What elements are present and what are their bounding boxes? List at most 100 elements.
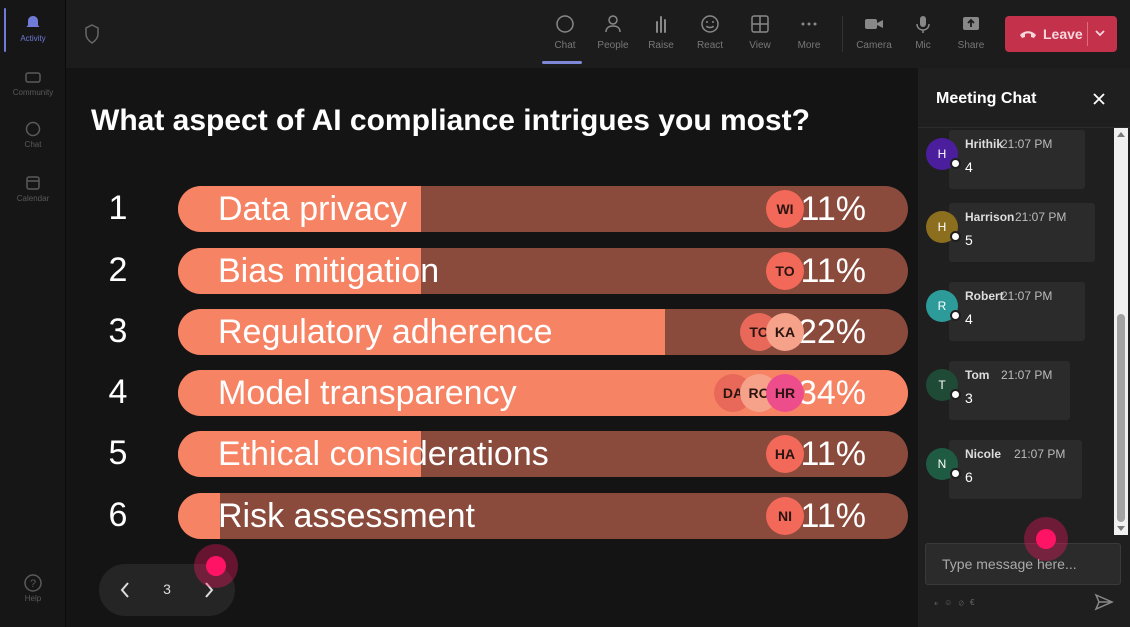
toolbar-divider: [842, 16, 843, 52]
toolbar-camera-button[interactable]: Camera: [851, 12, 897, 64]
toolbar-view-button[interactable]: View: [737, 12, 783, 64]
poll-question: What aspect of AI compliance intrigues y…: [91, 104, 810, 137]
message-time: 21:07 PM: [1001, 368, 1053, 382]
toolbar-react-button[interactable]: React: [687, 12, 733, 64]
smiley-icon: [698, 12, 722, 36]
voter-avatars: NI: [766, 497, 804, 535]
poll-option-row: 1 Data privacy WI 11%: [66, 186, 918, 232]
message-bubble: Hrithik 21:07 PM 4: [949, 130, 1085, 189]
option-number: 4: [108, 373, 128, 411]
voter-avatar: HR: [766, 374, 804, 412]
chat-message: Nicole 21:07 PM 6 N: [918, 440, 1118, 512]
option-bar-track: Model transparency DA RO HR 34%: [178, 370, 908, 416]
rail-item-chat[interactable]: Chat: [0, 118, 66, 149]
toolbar-label: Camera: [856, 40, 892, 51]
scroll-up-arrow-icon[interactable]: [1117, 132, 1125, 137]
rail-item-calendar[interactable]: Calendar: [0, 172, 66, 203]
sender-name: Nicole: [965, 447, 1002, 461]
toolbar-mic-button[interactable]: Mic: [900, 12, 946, 64]
page-number: 3: [163, 581, 171, 597]
chat-message-input[interactable]: [925, 543, 1121, 585]
rail-item-label: Activity: [20, 34, 46, 43]
option-number: 5: [108, 434, 128, 472]
scroll-thumb[interactable]: [1117, 314, 1125, 522]
meeting-chat-panel: Meeting Chat Hrithik 21:07 PM 4 H Harrison 21…: [918, 68, 1130, 627]
raise-hand-icon: [649, 12, 673, 36]
toolbar-people-button[interactable]: People: [590, 12, 636, 64]
option-percent: 11%: [800, 252, 866, 290]
chat-icon: [553, 12, 577, 36]
person-icon: [601, 12, 625, 36]
option-bar-track: Risk assessment NI 11%: [178, 493, 908, 539]
message-bubble: Harrison 21:07 PM 5: [949, 203, 1095, 262]
toolbar-more-button[interactable]: More: [786, 12, 832, 64]
meeting-toolbar: Chat People Raise React View More Camera…: [66, 0, 1130, 68]
voter-avatar: KA: [766, 313, 804, 351]
poll-option-row: 4 Model transparency DA RO HR 34%: [66, 370, 918, 416]
chat-bubble-icon: [22, 118, 44, 140]
rail-item-label: Chat: [24, 140, 42, 149]
message-text: 4: [965, 159, 973, 175]
next-page-button[interactable]: [199, 578, 219, 602]
leave-label: Leave: [1043, 26, 1083, 42]
option-bar-fill: [178, 309, 665, 355]
sender-name: Hrithik: [965, 137, 1004, 151]
option-label: Risk assessment: [218, 497, 475, 535]
option-number: 3: [108, 312, 128, 350]
option-bar-track: Bias mitigation TO 11%: [178, 248, 908, 294]
rail-item-community[interactable]: Community: [0, 66, 66, 97]
toolbar-share-button[interactable]: Share: [948, 12, 994, 64]
option-percent: 11%: [800, 190, 866, 228]
rail-item-activity[interactable]: Activity: [0, 8, 66, 52]
shield-icon: [84, 24, 100, 49]
toolbar-label: Mic: [915, 40, 931, 51]
message-time: 21:07 PM: [1001, 137, 1053, 151]
presence-dot: [950, 468, 961, 479]
voter-avatar: WI: [766, 190, 804, 228]
svg-text:?: ?: [30, 578, 36, 590]
send-icon[interactable]: [1094, 592, 1114, 612]
leave-divider: [1087, 22, 1088, 46]
presence-dot: [950, 158, 961, 169]
pointer-highlight: [194, 544, 238, 588]
toolbar-raise-button[interactable]: Raise: [638, 12, 684, 64]
format-options-icons[interactable]: 𝓋 ☺ ⊘ €: [934, 598, 977, 607]
close-icon[interactable]: [1090, 90, 1108, 108]
toolbar-label: People: [597, 40, 629, 51]
chevron-left-icon: [120, 582, 129, 598]
option-bar-track: Data privacy WI 11%: [178, 186, 908, 232]
bell-icon: [22, 12, 44, 34]
voter-avatar: TO: [766, 252, 804, 290]
poll-option-row: 6 Risk assessment NI 11%: [66, 493, 918, 539]
chat-message: Hrithik 21:07 PM 4 H: [918, 130, 1118, 202]
chat-scrollbar[interactable]: [1114, 128, 1128, 535]
option-bar-track: Ethical considerations HA 11%: [178, 431, 908, 477]
message-text: 3: [965, 390, 973, 406]
microphone-icon: [911, 12, 935, 36]
poll-option-row: 5 Ethical considerations HA 11%: [66, 431, 918, 477]
voter-avatars: TO KA: [740, 313, 804, 351]
message-text: 4: [965, 311, 973, 327]
rail-item-help[interactable]: ? Help: [0, 572, 66, 603]
rail-item-label: Community: [12, 88, 54, 97]
option-percent: 11%: [800, 497, 866, 535]
sender-name: Robert: [965, 289, 1004, 303]
voter-avatar: HA: [766, 435, 804, 473]
chat-message: Harrison 21:07 PM 5 H: [918, 203, 1118, 275]
scroll-down-arrow-icon[interactable]: [1117, 526, 1125, 531]
toolbar-label: More: [797, 40, 821, 51]
toolbar-chat-button[interactable]: Chat: [542, 12, 588, 64]
message-bubble: Robert 21:07 PM 4: [949, 282, 1085, 341]
calendar-icon: [22, 172, 44, 194]
toolbar-label: Chat: [554, 40, 576, 51]
option-number: 6: [108, 496, 128, 534]
leave-button[interactable]: Leave: [1005, 16, 1117, 52]
option-percent: 22%: [797, 313, 866, 351]
presence-dot: [950, 310, 961, 321]
prev-page-button[interactable]: [115, 578, 135, 602]
voter-avatars: TO: [766, 252, 804, 290]
chat-title: Meeting Chat: [936, 90, 1037, 107]
option-label: Model transparency: [218, 374, 517, 412]
chevron-down-icon[interactable]: [1093, 26, 1107, 43]
message-bubble: Tom 21:07 PM 3: [949, 361, 1070, 420]
